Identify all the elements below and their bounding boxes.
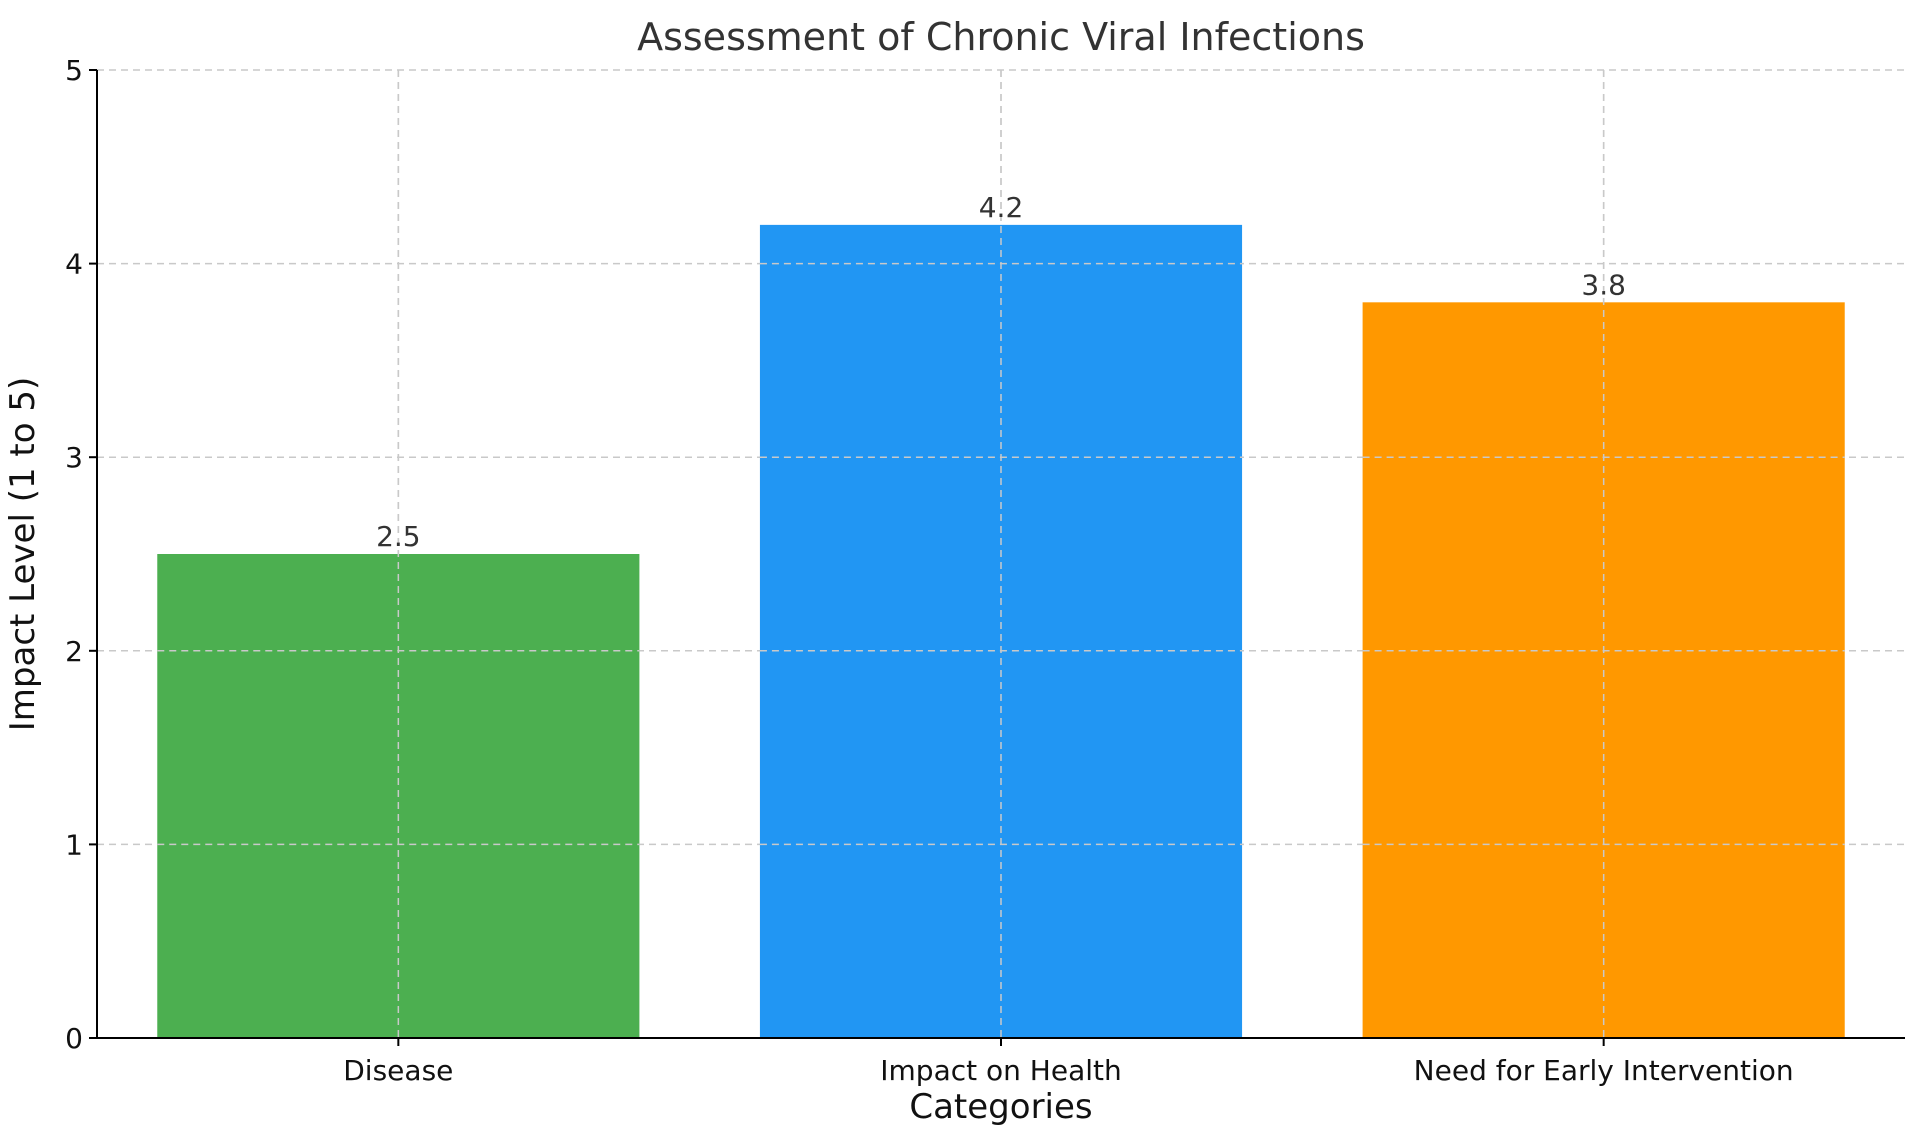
label-layer: 0 1 2 3 4 5 Disease 2.5 Impact on Health 4.2 Need … [65,54,1793,1087]
y-tick-label-4: 4 [65,248,83,281]
data-label-0: 2.5 [376,520,421,553]
y-axis-title: Impact Level (1 to 5) [3,377,43,732]
y-tick-label-5: 5 [65,54,83,87]
data-label-1: 4.2 [979,191,1024,224]
x-axis-title: Categories [909,1087,1092,1127]
y-tick-label-2: 2 [65,635,83,668]
tick-layer [89,69,1605,1046]
bar-layer [157,70,1845,1038]
y-tick-label-3: 3 [65,441,83,474]
chart-title: Assessment of Chronic Viral Infections [637,15,1365,59]
y-tick-label-0: 0 [65,1022,83,1055]
x-tick-label-2: Need for Early Intervention [1414,1054,1794,1087]
y-tick-label-1: 1 [65,828,83,861]
x-tick-label-1: Impact on Health [880,1054,1121,1087]
x-tick-label-0: Disease [343,1054,453,1087]
data-label-2: 3.8 [1581,268,1626,301]
